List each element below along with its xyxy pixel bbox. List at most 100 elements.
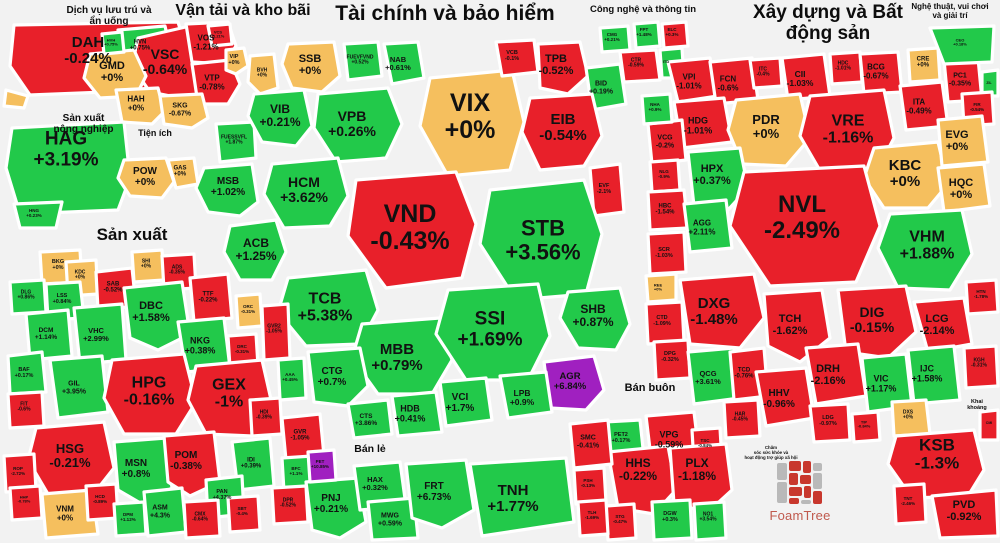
treemap-cell[interactable]: [808, 402, 852, 444]
treemap-cell[interactable]: [558, 286, 632, 352]
treemap-cell[interactable]: [644, 300, 686, 346]
treemap-cell[interactable]: [226, 494, 262, 534]
treemap-cell[interactable]: [312, 86, 404, 164]
treemap-cell[interactable]: [276, 356, 308, 402]
treemap-cell[interactable]: [280, 40, 342, 94]
treemap-cell[interactable]: [40, 488, 100, 540]
treemap-cell[interactable]: [248, 396, 284, 438]
treemap-cell[interactable]: [936, 114, 990, 168]
treemap-cell[interactable]: [6, 350, 48, 396]
treemap-cell[interactable]: [652, 338, 692, 382]
treemap-cell[interactable]: [780, 52, 832, 102]
treemap-cell[interactable]: [246, 88, 314, 148]
treemap-cell[interactable]: [116, 156, 176, 200]
treemap-cell[interactable]: [214, 120, 258, 164]
treemap-cell[interactable]: [206, 22, 234, 48]
treemap-cell[interactable]: [892, 482, 928, 526]
treemap-cell[interactable]: [194, 162, 260, 218]
treemap-cell[interactable]: [754, 366, 816, 428]
treemap-cell[interactable]: [438, 376, 494, 428]
treemap-cell[interactable]: [4, 120, 132, 216]
treemap-cell[interactable]: [964, 278, 1000, 316]
treemap-cell[interactable]: [618, 48, 662, 84]
treemap-cell[interactable]: [102, 352, 198, 436]
treemap-cell[interactable]: [862, 140, 950, 210]
treemap-cell[interactable]: [418, 68, 526, 178]
treemap-cell[interactable]: [158, 92, 210, 130]
treemap-cell[interactable]: [306, 346, 370, 408]
treemap-cell[interactable]: [568, 418, 614, 470]
treemap-cell[interactable]: [478, 178, 604, 302]
treemap-cell[interactable]: [498, 370, 554, 420]
treemap-cell[interactable]: [390, 390, 444, 438]
treemap-cell[interactable]: [692, 500, 728, 542]
treemap-cell[interactable]: [836, 284, 918, 360]
treemap-cell[interactable]: [404, 458, 476, 530]
treemap-cell[interactable]: [100, 30, 126, 56]
treemap-cell[interactable]: [936, 162, 992, 214]
treemap-cell[interactable]: [646, 188, 690, 232]
treemap-cell[interactable]: [24, 308, 74, 362]
treemap-cell[interactable]: [632, 20, 662, 50]
treemap-cell[interactable]: [850, 410, 882, 444]
treemap-cell[interactable]: [342, 40, 384, 82]
treemap-cell[interactable]: [48, 354, 110, 420]
treemap-cell[interactable]: [650, 498, 694, 542]
treemap-cell[interactable]: [270, 484, 310, 526]
treemap-cell[interactable]: [646, 118, 688, 166]
treemap-cell[interactable]: [260, 302, 292, 362]
treemap-cell[interactable]: [2, 88, 30, 110]
treemap-cell[interactable]: [234, 292, 264, 330]
treemap-cell[interactable]: [246, 52, 280, 96]
treemap-cell[interactable]: [224, 46, 250, 76]
treemap-cell[interactable]: [222, 218, 288, 282]
treemap-cell[interactable]: [890, 398, 932, 438]
treemap-cell[interactable]: [306, 448, 338, 484]
treemap-cell[interactable]: [660, 20, 690, 50]
treemap-cell[interactable]: [114, 86, 166, 126]
treemap-cell[interactable]: [130, 248, 166, 284]
treemap-cell[interactable]: [182, 498, 222, 540]
treemap-cell[interactable]: [520, 92, 604, 172]
treemap-cell[interactable]: [640, 92, 674, 126]
treemap-cell[interactable]: [112, 500, 148, 538]
treemap-cell[interactable]: [858, 50, 904, 96]
treemap-cell[interactable]: [122, 280, 192, 352]
treemap-cell[interactable]: [648, 158, 682, 194]
treemap-cell[interactable]: [906, 46, 942, 84]
treemap-cell[interactable]: [598, 24, 632, 54]
treemap-cell[interactable]: [468, 456, 576, 538]
treemap-cell[interactable]: [876, 208, 974, 292]
treemap-cell[interactable]: [646, 230, 688, 276]
treemap-cell[interactable]: [346, 170, 478, 290]
treemap-cell[interactable]: [536, 40, 590, 96]
treemap-cell[interactable]: [912, 296, 974, 354]
treemap-cell[interactable]: [142, 486, 188, 538]
treemap-cell[interactable]: [726, 92, 812, 168]
treemap-cell[interactable]: [188, 272, 234, 324]
treemap-cell[interactable]: [962, 344, 1000, 390]
treemap-cell[interactable]: [644, 272, 678, 304]
treemap-cell[interactable]: [728, 164, 882, 288]
treemap-cell[interactable]: [928, 24, 996, 66]
treemap-cell[interactable]: [722, 398, 762, 440]
treemap-cell[interactable]: [262, 156, 350, 230]
treemap-cell[interactable]: [494, 38, 540, 78]
treemap-cell[interactable]: [748, 56, 784, 90]
treemap-cell[interactable]: [12, 200, 64, 230]
treemap-cell[interactable]: [678, 272, 766, 350]
treemap-cell[interactable]: [572, 466, 608, 506]
treemap-cell[interactable]: [434, 282, 552, 382]
treemap-cell[interactable]: [304, 476, 368, 540]
treemap-cell[interactable]: [980, 68, 1000, 98]
treemap-cell[interactable]: [604, 502, 638, 542]
treemap-cell[interactable]: [8, 278, 48, 316]
treemap-cell[interactable]: [6, 390, 46, 430]
treemap-cell[interactable]: [8, 484, 44, 522]
treemap-cell[interactable]: [978, 408, 1000, 442]
treemap-cell[interactable]: [906, 344, 962, 406]
treemap-cell[interactable]: [930, 488, 1000, 540]
treemap-cell[interactable]: [346, 398, 394, 440]
treemap-cell[interactable]: [366, 496, 420, 542]
